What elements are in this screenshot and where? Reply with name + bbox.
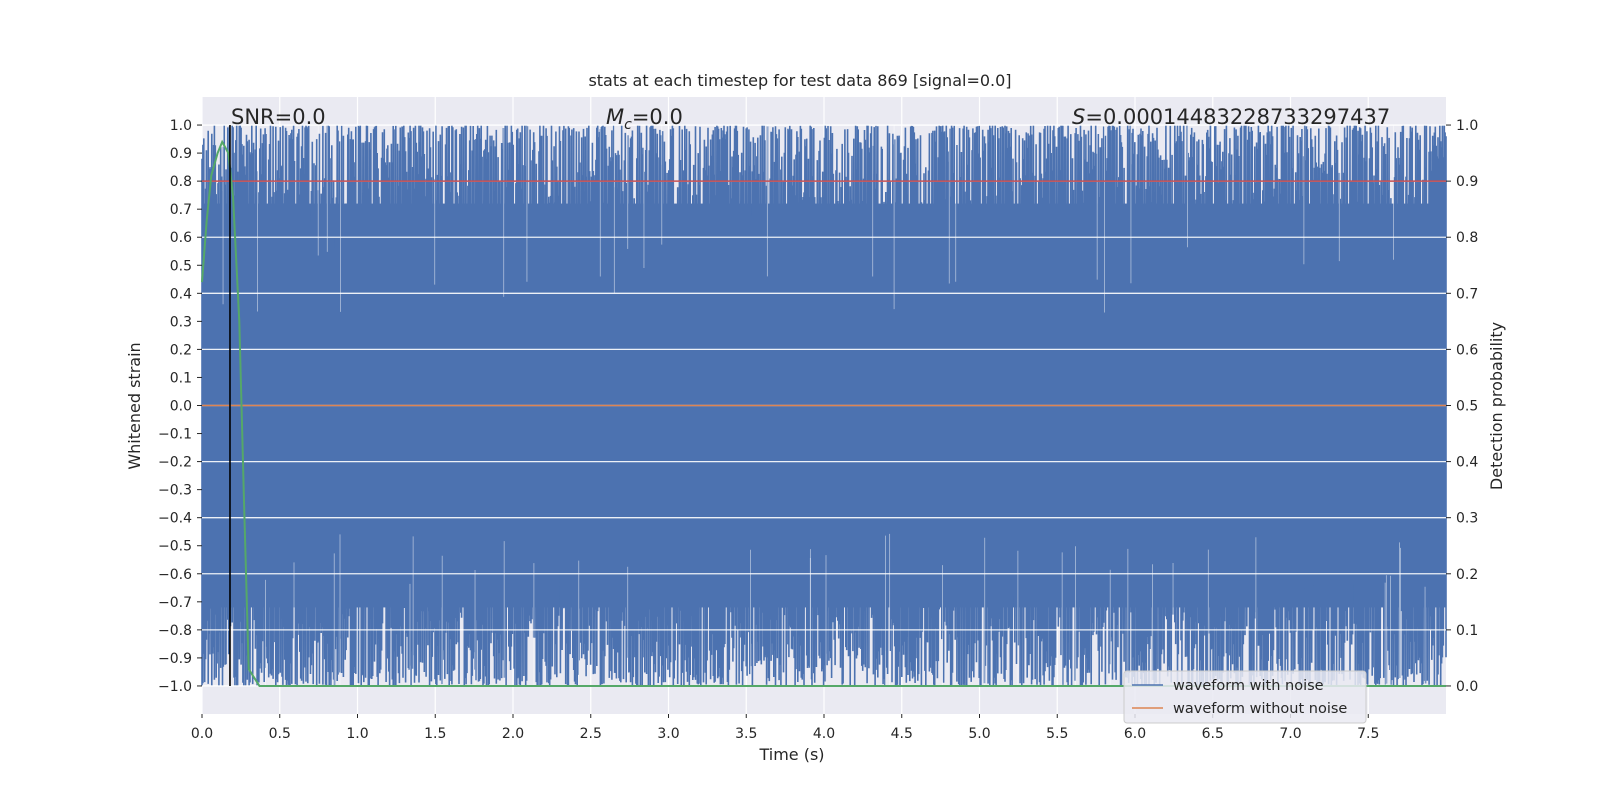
chart-title: stats at each timestep for test data 869…	[588, 71, 1011, 90]
y-tick-label: 0.1	[170, 370, 192, 386]
y2-tick-label: 0.6	[1456, 342, 1478, 358]
y-axis-label-right: Detection probability	[1487, 322, 1506, 490]
x-tick-label: 2.5	[580, 726, 602, 742]
y-tick-label: 0.9	[170, 146, 192, 162]
mc-annotation: Mc=0.0	[606, 105, 683, 133]
y2-tick-label: 0.5	[1456, 399, 1478, 415]
y-tick-label: 0.6	[170, 230, 192, 246]
y2-tick-label: 0.9	[1456, 174, 1478, 190]
x-ticks: 0.0 0.5 1.0 1.5 2.0 2.5 3.0 3.5 4.0 4.5 5.0 5.5 6.0 6…	[191, 714, 1379, 742]
x-tick-label: 4.0	[813, 726, 835, 742]
y2-tick-label: 0.1	[1456, 623, 1478, 639]
y-tick-label: −0.4	[158, 511, 192, 527]
y-ticks-left: 1.0 0.9 0.8 0.7 0.6 0.5 0.4 0.3 0.2 0.1 0.0 −0.1 −0.…	[158, 118, 202, 695]
x-tick-label: 5.0	[968, 726, 990, 742]
mc-symbol: M	[606, 105, 624, 129]
y-tick-label: −0.2	[158, 455, 192, 471]
noise-line	[201, 124, 1447, 687]
x-axis-label: Time (s)	[758, 745, 824, 764]
s-annotation: S=0.00014483228733297437	[1072, 105, 1390, 129]
x-tick-label: 6.5	[1202, 726, 1224, 742]
y-tick-label: −0.8	[158, 623, 192, 639]
y-tick-label: −0.1	[158, 427, 192, 443]
y-tick-label: 0.7	[170, 202, 192, 218]
y2-tick-label: 0.4	[1456, 455, 1478, 471]
x-tick-label: 3.5	[735, 726, 757, 742]
y-axis-label: Whitened strain	[125, 342, 144, 469]
y2-tick-label: 0.7	[1456, 286, 1478, 302]
mc-subscript: c	[624, 117, 632, 133]
s-value: =0.00014483228733297437	[1085, 105, 1390, 129]
legend-label-noise: waveform with noise	[1173, 678, 1324, 694]
y2-tick-label: 0.0	[1456, 679, 1478, 695]
y-tick-label: −0.9	[158, 651, 192, 667]
x-tick-label: 2.0	[502, 726, 524, 742]
legend-label-clean: waveform without noise	[1173, 701, 1347, 717]
x-tick-label: 7.0	[1279, 726, 1301, 742]
overlay-lines	[201, 124, 1446, 687]
y-tick-label: −0.7	[158, 595, 192, 611]
x-tick-label: 0.0	[191, 726, 213, 742]
y-tick-label: 0.5	[170, 258, 192, 274]
probability-line	[201, 139, 1446, 687]
y-ticks-right: 1.0 0.9 0.8 0.7 0.6 0.5 0.4 0.3 0.2 0.1 0.0	[1446, 118, 1478, 695]
x-tick-label: 7.5	[1357, 726, 1379, 742]
s-symbol: S	[1072, 105, 1085, 129]
snr-annotation: SNR=0.0	[231, 105, 326, 129]
y-tick-label: 0.4	[170, 286, 192, 302]
y2-tick-label: 0.2	[1456, 567, 1478, 583]
x-tick-label: 1.0	[346, 726, 368, 742]
x-tick-label: 4.5	[891, 726, 913, 742]
y-tick-label: 0.0	[170, 399, 192, 415]
y-tick-label: −0.5	[158, 539, 192, 555]
mc-value: =0.0	[632, 105, 683, 129]
y2-tick-label: 1.0	[1456, 118, 1478, 134]
y-tick-label: 0.3	[170, 314, 192, 330]
y-tick-label: 0.8	[170, 174, 192, 190]
x-tick-label: 6.0	[1124, 726, 1146, 742]
y2-tick-label: 0.3	[1456, 511, 1478, 527]
legend-box	[1123, 670, 1367, 724]
x-tick-label: 5.5	[1046, 726, 1068, 742]
y-tick-label: −0.6	[158, 567, 192, 583]
y-tick-label: −1.0	[158, 679, 192, 695]
x-tick-label: 0.5	[269, 726, 291, 742]
y-tick-label: 1.0	[170, 118, 192, 134]
y-tick-label: 0.2	[170, 342, 192, 358]
legend: waveform with noise waveform without noi…	[1123, 670, 1367, 724]
x-tick-label: 3.0	[657, 726, 679, 742]
y2-tick-label: 0.8	[1456, 230, 1478, 246]
y-tick-label: −0.3	[158, 483, 192, 499]
x-tick-label: 1.5	[424, 726, 446, 742]
